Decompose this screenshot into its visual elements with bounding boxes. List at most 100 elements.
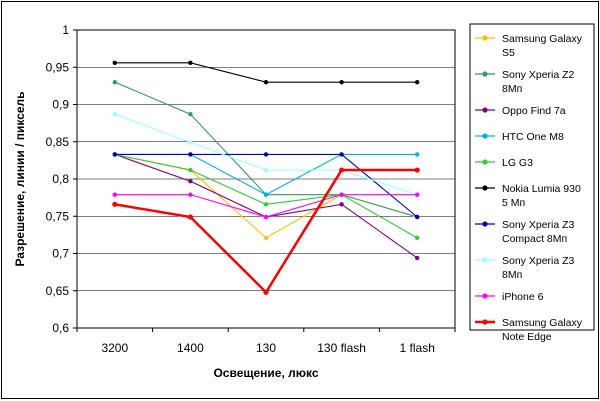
series-line (114, 153, 418, 196)
y-tick-label: 0,6 (52, 321, 69, 335)
legend-label: Samsung Galaxy (502, 317, 583, 329)
data-point (112, 79, 118, 85)
legend-label: HTC One M8 (502, 131, 564, 143)
legend-swatch-marker (482, 107, 488, 113)
series (112, 167, 420, 295)
data-point (188, 167, 193, 173)
legend-label: 5 Мп (502, 197, 525, 209)
data-point (112, 60, 118, 65)
x-tick-labels: 3200 1400 130 130 flash 1 flash (101, 341, 434, 355)
legend-item: Oppo Find 7a (475, 105, 566, 117)
legend-label: Sony Xperia Z2 (502, 69, 575, 81)
y-tick-label: 0,7 (52, 247, 69, 261)
legend-swatch-marker (482, 319, 488, 325)
legend-item: Nokia Lumia 930 5 Мп (475, 183, 581, 209)
legend-item: iPhone 6 (475, 291, 544, 303)
legend-swatch-marker (482, 71, 488, 77)
legend-item: Sony Xperia Z3 8Мп (475, 255, 575, 281)
y-tick-label: 1 (62, 23, 69, 37)
legend-label: Oppo Find 7a (502, 105, 566, 117)
legend-label: 8Мп (502, 269, 522, 281)
legend-item: Samsung Galaxy S5 (475, 33, 583, 59)
data-point (339, 152, 344, 157)
x-axis-title: Освещение, люкс (213, 366, 318, 380)
legend-label: iPhone 6 (502, 291, 544, 303)
legend-label: Note Edge (502, 331, 552, 343)
legend-box (469, 23, 595, 331)
data-point (339, 167, 345, 173)
data-point (339, 202, 344, 207)
legend-swatch-marker (482, 159, 488, 165)
legend-swatch-marker (482, 257, 488, 263)
y-tick-label: 0,75 (46, 209, 70, 223)
data-point (263, 192, 269, 197)
y-tick-label: 0,8 (52, 172, 69, 186)
series (112, 79, 420, 220)
data-point (263, 152, 269, 157)
legend-item: Sony Xperia Z3 Compact 8Мп (475, 219, 575, 245)
data-point (339, 192, 344, 197)
series (112, 192, 420, 220)
data-point (188, 179, 193, 184)
data-point (415, 79, 420, 85)
x-tick-label: 130 (256, 341, 276, 355)
data-point (263, 214, 269, 220)
legend-item: LG G3 (475, 157, 533, 169)
legend-swatch-marker (482, 185, 488, 191)
y-axis-title: Разрешение, линии / пиксель (13, 91, 27, 266)
data-point (188, 140, 193, 145)
data-point (188, 111, 193, 117)
plot-area (76, 29, 456, 329)
legend-label: Nokia Lumia 930 (502, 183, 581, 195)
series (112, 152, 420, 197)
legend-label: Compact 8Мп (502, 233, 567, 245)
legend-swatch-marker (482, 221, 488, 227)
data-point (339, 79, 344, 85)
y-tick-label: 0,9 (52, 98, 69, 112)
data-point (188, 192, 193, 197)
x-tick-label: 3200 (101, 341, 128, 355)
data-point (415, 152, 420, 157)
legend-label: Sony Xperia Z3 (502, 219, 575, 231)
y-tick-label: 0,65 (46, 284, 70, 298)
series-line (114, 168, 418, 295)
legend-swatch-marker (482, 293, 488, 299)
data-point (187, 214, 193, 220)
data-point (414, 167, 420, 173)
series-line (114, 62, 418, 83)
data-point (112, 201, 118, 207)
y-tick-labels: 0,6 0,65 0,7 0,75 0,8 0,85 0,9 0,95 1 (46, 23, 70, 335)
legend-label: LG G3 (502, 157, 533, 169)
series-lines (112, 60, 420, 295)
legend-label: 8Мп (502, 83, 522, 95)
series (112, 60, 420, 85)
x-tick-label: 130 flash (317, 341, 366, 355)
data-point (415, 192, 420, 197)
data-point (263, 79, 269, 85)
legend-label: Sony Xperia Z3 (502, 255, 575, 267)
data-point (188, 152, 193, 157)
y-tick-label: 0,85 (46, 135, 70, 149)
legend-item: HTC One M8 (475, 131, 564, 143)
y-tick-label: 0,95 (46, 60, 70, 74)
data-point (263, 289, 269, 295)
data-point (415, 255, 420, 261)
data-point (263, 167, 269, 173)
x-tick-label: 1400 (177, 341, 204, 355)
legend-label: Samsung Galaxy (502, 33, 583, 45)
legend-swatch-marker (482, 133, 488, 139)
data-point (263, 202, 269, 207)
data-point (263, 235, 269, 241)
legend: Samsung Galaxy S5 Sony Xperia Z2 8Мп Oppo Fi… (475, 33, 583, 343)
data-point (188, 60, 193, 65)
data-point (112, 192, 118, 197)
series (112, 152, 420, 220)
x-tick-label: 1 flash (400, 341, 435, 355)
legend-label: S5 (502, 47, 515, 59)
data-point (415, 214, 420, 220)
legend-swatch-marker (482, 35, 488, 41)
data-point (112, 111, 118, 117)
data-point (112, 152, 118, 157)
gridlines (73, 29, 456, 332)
